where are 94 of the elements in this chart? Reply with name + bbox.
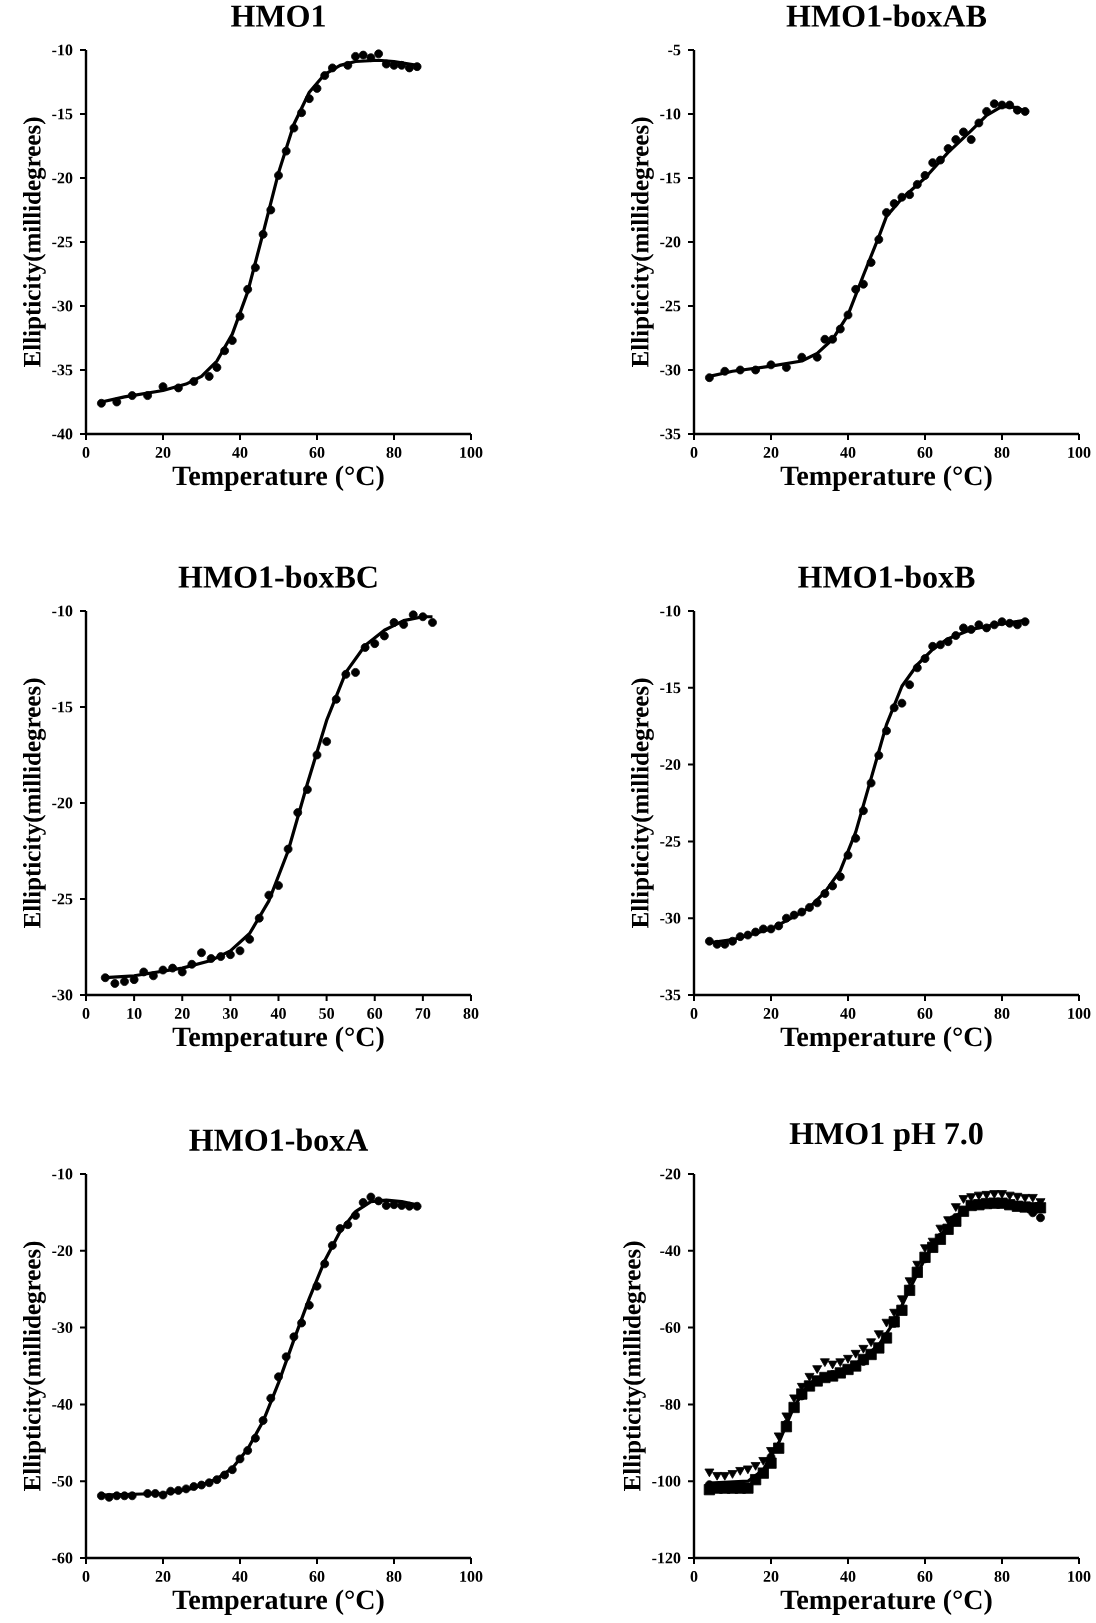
x-tick-label: 40 (270, 1008, 286, 1019)
x-tick-label: 0 (690, 447, 698, 458)
y-tick-label: -25 (660, 836, 681, 847)
x-axis-title: Temperature (°C) (780, 1026, 992, 1052)
x-tick-label: 60 (309, 447, 325, 458)
x-tick-label: 0 (82, 1571, 90, 1582)
y-axis-title: Ellipticity(millidegrees) (23, 117, 46, 367)
y-tick-label: -20 (660, 759, 681, 770)
x-tick-label: 40 (232, 1571, 248, 1582)
y-tick-label: -35 (660, 428, 681, 440)
x-tick-label: 100 (1068, 1571, 1091, 1582)
x-tick-label: 60 (917, 1571, 933, 1582)
y-tick-label: -40 (52, 428, 73, 440)
chart-title: HMO1-boxB (798, 565, 975, 588)
y-tick-label: -10 (52, 605, 73, 617)
y-tick-label: -20 (660, 236, 681, 248)
y-tick-label: -20 (52, 1245, 73, 1257)
x-tick-label: 0 (82, 447, 90, 458)
x-tick-label: 20 (155, 447, 171, 458)
y-tick-label: -15 (660, 682, 681, 694)
y-tick-label: -60 (52, 1552, 73, 1564)
y-tick-label: -40 (52, 1399, 73, 1410)
y-tick-label: -50 (52, 1475, 73, 1487)
x-tick-label: 100 (1068, 1008, 1091, 1019)
chart-title: HMO1 (231, 5, 325, 27)
y-tick-label: -120 (652, 1552, 681, 1564)
x-tick-label: 40 (840, 1571, 856, 1582)
x-axis-title: Temperature (°C) (172, 1589, 384, 1615)
y-tick-label: -30 (660, 912, 681, 924)
x-tick-label: 100 (1068, 447, 1091, 458)
x-tick-label: 60 (367, 1008, 383, 1019)
y-tick-label: -10 (52, 1168, 73, 1180)
y-tick-label: -35 (52, 364, 73, 376)
x-tick-label: 60 (917, 447, 933, 458)
x-tick-label: 100 (460, 1571, 483, 1582)
y-tick-label: -25 (660, 300, 681, 312)
x-tick-label: 20 (174, 1008, 190, 1019)
chart-title: HMO1-boxA (189, 1128, 369, 1151)
y-axis-title: Ellipticity(millidegrees) (631, 678, 654, 928)
x-axis-title: Temperature (°C) (780, 465, 992, 491)
chart-title: HMO1-boxBC (178, 565, 377, 588)
y-tick-label: -15 (660, 172, 681, 184)
y-tick-label: -30 (660, 364, 681, 376)
y-tick-label: -10 (660, 108, 681, 120)
y-tick-label: -25 (52, 236, 73, 248)
y-tick-label: -10 (660, 605, 681, 617)
y-tick-label: -20 (52, 172, 73, 184)
x-axis-title: Temperature (°C) (172, 1026, 384, 1052)
x-tick-label: 80 (994, 447, 1010, 458)
x-tick-label: 40 (840, 447, 856, 458)
y-tick-label: -80 (660, 1399, 681, 1410)
x-tick-label: 0 (690, 1008, 698, 1019)
y-axis-title: Ellipticity(millidegrees) (631, 117, 654, 367)
x-tick-label: 80 (386, 1571, 402, 1582)
y-tick-label: -30 (52, 300, 73, 312)
x-tick-label: 0 (82, 1008, 90, 1019)
chart-title: HMO1-boxAB (786, 4, 987, 27)
y-axis-title: Ellipticity(millidegrees) (23, 1241, 46, 1491)
y-tick-label: -25 (52, 893, 73, 905)
y-tick-label: -20 (52, 797, 73, 809)
x-tick-label: 20 (763, 1008, 779, 1019)
x-tick-label: 80 (994, 1571, 1010, 1582)
x-axis-title: Temperature (°C) (172, 465, 384, 491)
y-tick-label: -100 (652, 1475, 681, 1487)
y-tick-label: -15 (52, 701, 73, 713)
y-axis-title: Ellipticity(millidegrees) (623, 1241, 646, 1491)
y-tick-label: -30 (52, 989, 73, 1001)
y-tick-label: -10 (52, 44, 73, 56)
x-tick-label: 0 (690, 1571, 698, 1582)
x-tick-label: 80 (386, 447, 402, 458)
x-tick-label: 50 (319, 1008, 335, 1019)
x-axis-title: Temperature (°C) (780, 1589, 992, 1615)
y-axis-title: Ellipticity(millidegrees) (23, 678, 46, 928)
y-tick-label: -20 (660, 1168, 681, 1180)
x-tick-label: 60 (309, 1571, 325, 1582)
x-tick-label: 100 (460, 447, 483, 458)
x-tick-label: 80 (994, 1008, 1010, 1019)
y-tick-label: -35 (660, 989, 681, 1001)
x-tick-label: 40 (840, 1008, 856, 1019)
y-tick-label: -15 (52, 108, 73, 120)
x-tick-label: 10 (127, 1008, 142, 1019)
x-tick-label: 40 (232, 447, 248, 458)
x-tick-label: 20 (763, 1571, 779, 1582)
y-tick-label: -30 (52, 1322, 73, 1333)
x-tick-label: 20 (763, 447, 779, 458)
x-tick-label: 80 (463, 1008, 479, 1019)
x-tick-label: 20 (155, 1571, 171, 1582)
x-tick-label: 60 (917, 1008, 933, 1019)
y-tick-label: -40 (660, 1245, 681, 1257)
y-tick-label: -60 (660, 1322, 681, 1333)
chart-title: HMO1 pH 7.0 (789, 1122, 983, 1151)
y-tick-label: -5 (668, 44, 681, 56)
x-tick-label: 70 (415, 1008, 431, 1019)
x-tick-label: 30 (222, 1008, 238, 1019)
